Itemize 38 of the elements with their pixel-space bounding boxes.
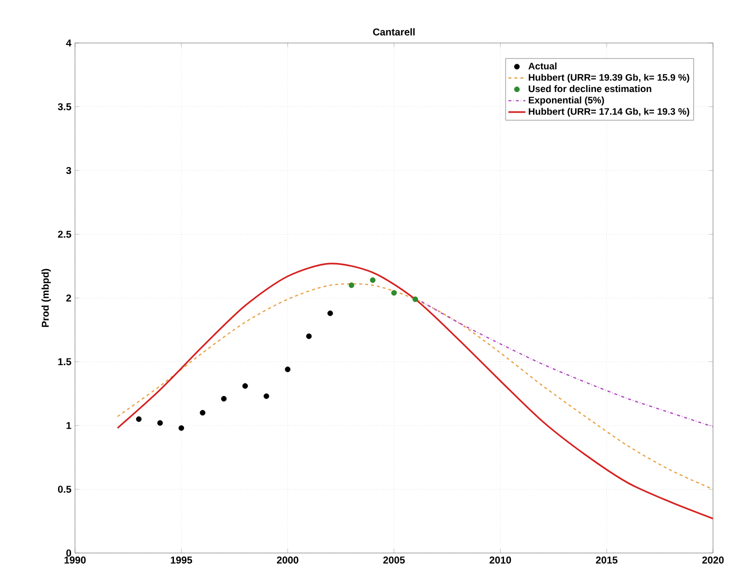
point <box>348 282 354 288</box>
legend-label: Hubbert (URR= 17.14 Gb, k= 19.3 %) <box>528 108 690 117</box>
point <box>306 333 312 340</box>
x-tick-label: 2010 <box>490 556 512 564</box>
point <box>200 410 206 416</box>
x-tick-label: 1995 <box>170 556 192 564</box>
y-tick-label: 0.5 <box>58 486 72 493</box>
y-tick-label: 2.5 <box>58 230 72 238</box>
point <box>157 420 163 426</box>
y-tick-label: 1.5 <box>58 358 72 366</box>
x-tick-label: 2020 <box>702 556 724 564</box>
x-tick-label: 2000 <box>276 556 298 564</box>
point <box>242 383 248 389</box>
legend-label: Actual <box>528 62 556 70</box>
point <box>136 416 142 422</box>
line-series <box>116 262 714 520</box>
y-tick-label: 2 <box>66 294 72 302</box>
y-tick-label: 1 <box>66 422 72 429</box>
y-tick-label: 4 <box>66 40 72 46</box>
x-tick-label: 2015 <box>596 556 618 564</box>
point <box>221 396 227 402</box>
point <box>264 393 270 399</box>
point <box>327 310 333 316</box>
chart-title: Cantarell <box>373 28 415 36</box>
x-tick-label: 2005 <box>383 556 405 564</box>
y-tick-label: 3.5 <box>58 103 72 110</box>
legend-label: Hubbert (URR= 19.39 Gb, k= 15.9 %) <box>528 74 690 83</box>
y-tick-label: 3 <box>66 166 72 174</box>
point <box>391 290 397 296</box>
y-tick-label: 0 <box>66 549 72 557</box>
point <box>412 296 418 302</box>
legend-label: Exponential (5%) <box>528 96 604 106</box>
x-tick-label: 1990 <box>64 556 86 564</box>
point <box>370 277 376 283</box>
point <box>284 366 290 372</box>
y-axis-title: Prod (mbpd) <box>42 268 51 327</box>
legend-label: Used for decline estimation <box>528 85 652 92</box>
point <box>178 425 184 431</box>
